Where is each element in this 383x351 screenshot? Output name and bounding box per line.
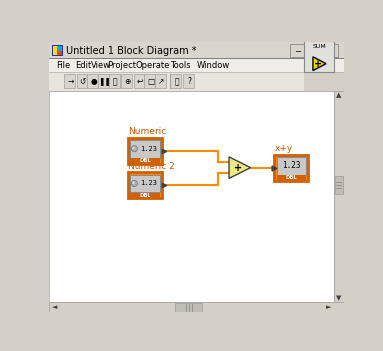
Text: ↗: ↗ [158,77,164,86]
Text: □: □ [310,46,318,55]
Text: ▼: ▼ [336,295,341,301]
Bar [49,91,334,302]
Bar [49,58,344,59]
Text: ⊕: ⊕ [124,77,131,86]
Text: 1.23: 1.23 [282,161,301,170]
Bar [128,138,162,164]
Text: 🔍: 🔍 [174,77,179,86]
Bar [131,193,160,198]
Text: +: + [314,59,322,69]
Bar [98,74,109,88]
Text: Window: Window [197,61,230,70]
Text: File: File [57,61,71,70]
Bar [307,45,321,57]
Text: →: → [67,77,74,86]
Text: SUM: SUM [312,44,326,49]
Bar [77,74,87,88]
Bar [334,176,343,194]
Polygon shape [313,57,326,71]
Bar [277,176,306,180]
Bar [290,45,304,57]
Text: ?: ? [187,77,191,86]
Text: +: + [234,163,242,173]
Text: 1.23: 1.23 [140,180,157,186]
Bar [121,74,132,88]
Circle shape [133,147,135,149]
Circle shape [133,181,135,184]
Text: x+y: x+y [275,144,293,153]
Bar [304,41,334,72]
Bar [131,174,160,192]
Circle shape [131,146,137,152]
Bar [64,74,75,88]
Text: ►: ► [326,304,332,310]
Text: ↺: ↺ [80,77,86,86]
Bar [49,91,334,302]
Text: View: View [91,61,111,70]
Bar [134,74,144,88]
Text: 💡: 💡 [113,77,117,86]
Bar [128,172,162,198]
Circle shape [131,180,137,186]
Text: Numeric 2: Numeric 2 [128,162,175,171]
Text: Tools: Tools [170,61,191,70]
Text: 1.23: 1.23 [140,146,157,152]
Text: ◄: ◄ [52,304,57,310]
Bar [109,74,119,88]
Text: ─: ─ [295,46,300,55]
Bar [49,72,304,91]
Bar [49,302,344,312]
Text: ↩: ↩ [136,77,143,86]
Bar [52,45,63,56]
Text: ▲: ▲ [336,92,341,98]
Text: Untitled 1 Block Diagram *: Untitled 1 Block Diagram * [66,46,196,55]
Bar [57,46,62,51]
Bar [131,158,160,163]
Bar [324,45,338,57]
Bar [57,51,62,55]
Text: DBL: DBL [139,193,151,198]
Text: Operate: Operate [135,61,169,70]
Bar [277,157,306,174]
Text: Project: Project [107,61,136,70]
Text: ✕: ✕ [327,46,334,55]
Text: Edit: Edit [75,61,91,70]
Bar [155,74,166,88]
Bar [49,59,344,72]
Text: DBL: DBL [139,158,151,163]
Polygon shape [229,157,250,178]
Bar [131,140,160,158]
Bar [175,303,203,312]
Bar [87,74,98,88]
Text: Numeric: Numeric [128,127,166,136]
Bar [183,74,193,88]
Text: □: □ [147,77,154,86]
Text: ●: ● [90,77,97,86]
Bar [49,42,344,59]
Bar [275,154,308,181]
Text: DBL: DBL [285,175,297,180]
Bar [144,74,155,88]
Bar [170,74,181,88]
Text: ❚❚: ❚❚ [98,77,111,86]
Bar [334,91,344,302]
Bar [53,46,57,55]
